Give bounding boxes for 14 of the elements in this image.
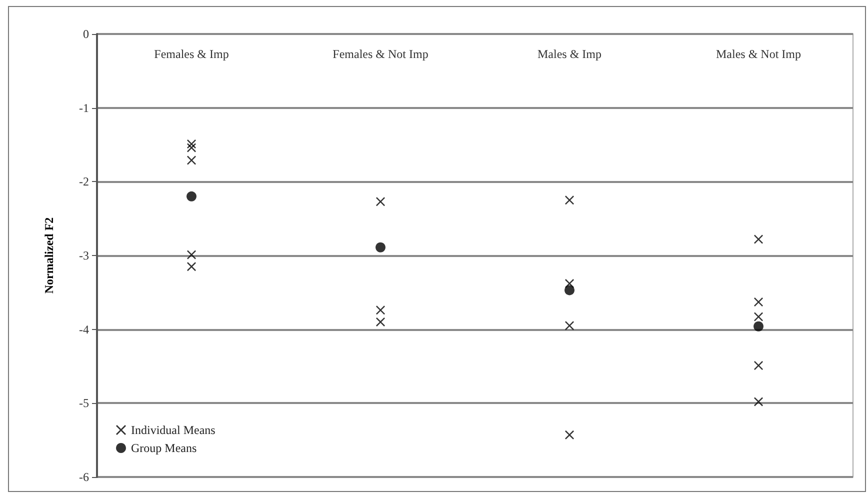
x-tick-label: Females & Imp <box>154 47 229 61</box>
x-tick-label: Females & Not Imp <box>332 47 428 61</box>
legend-label: Individual Means <box>131 423 216 437</box>
y-tick-label: -1 <box>79 100 89 115</box>
y-tick-label: -5 <box>79 396 89 410</box>
y-tick-label: -6 <box>79 470 89 484</box>
y-tick-label: -2 <box>79 174 89 189</box>
x-tick-label: Males & Not Imp <box>716 47 801 61</box>
y-axis-title: Normalized F2 <box>42 217 56 294</box>
x-tick-label: Males & Imp <box>538 47 602 61</box>
legend-label: Group Means <box>131 441 197 455</box>
y-tick-label: -4 <box>79 322 89 336</box>
y-tick-label: -3 <box>79 248 89 262</box>
y-tick-label: 0 <box>83 27 89 41</box>
